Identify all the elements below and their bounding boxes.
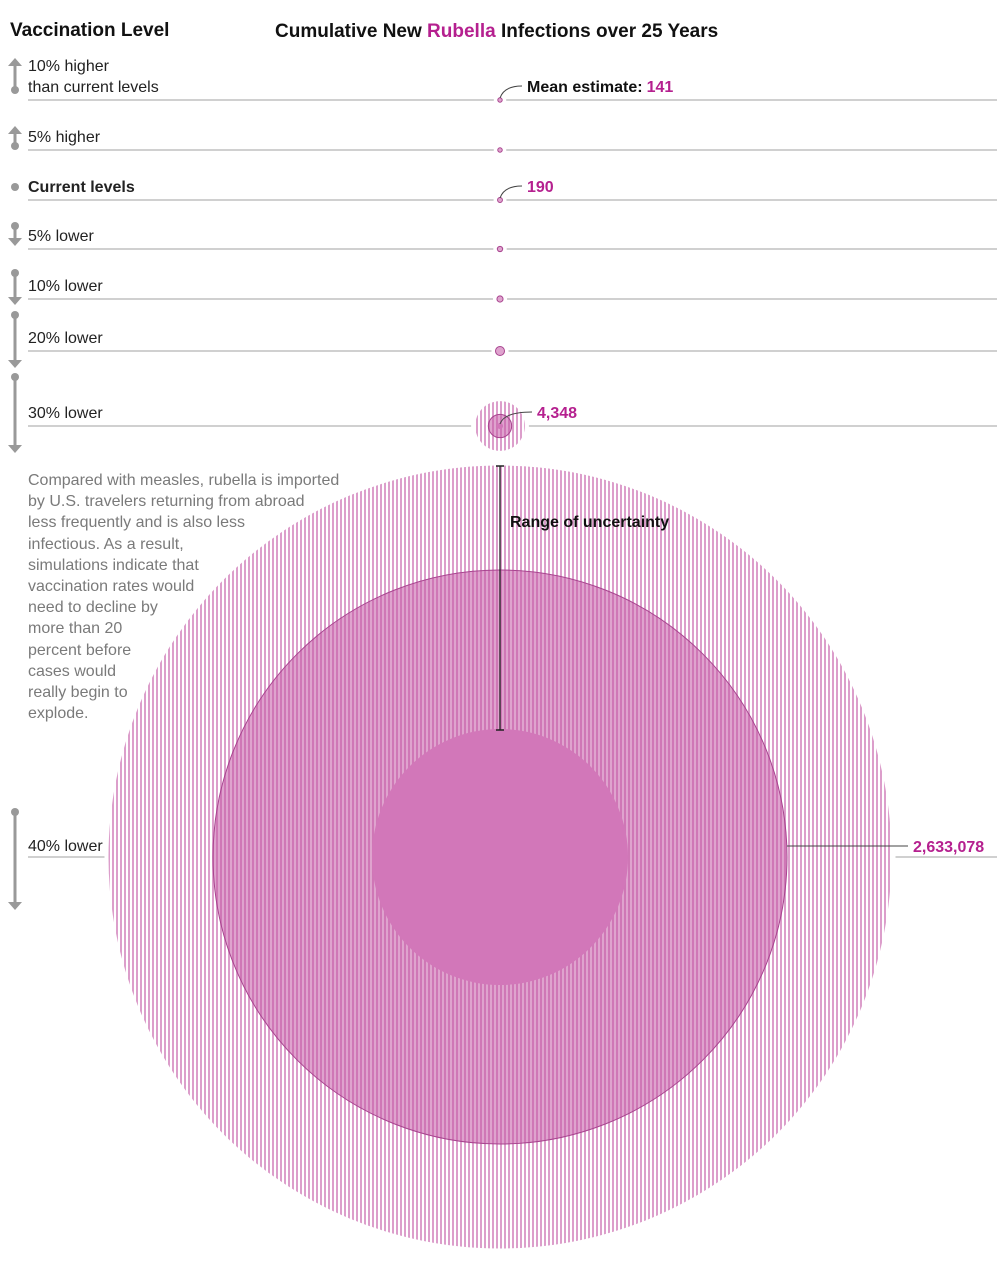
row-5-lower: 5% lower [8, 222, 997, 253]
note-line: need to decline by [28, 599, 158, 617]
range-label: Range of uncertainty [510, 514, 669, 531]
note-line: infectious. As a result, [28, 535, 184, 553]
note-line: simulations indicate that [28, 556, 199, 574]
title-highlight: Rubella [427, 21, 496, 42]
row-current-levels: Current levels 190 [11, 179, 997, 203]
mean-value: 4,348 [537, 405, 577, 422]
arrow-down-icon [8, 269, 22, 305]
note-line: percent before [28, 641, 132, 659]
arrow-down-icon [8, 808, 22, 910]
mean-value-label: Mean estimate: 141 [527, 79, 673, 96]
title-part: Infections over 25 Years [496, 21, 719, 42]
row-label: 5% higher [28, 129, 101, 146]
row-5-higher: 5% higher [8, 126, 997, 153]
mean-estimate-circle [494, 345, 506, 357]
note-line: more than 20 [28, 620, 123, 638]
arrow-down-icon [8, 311, 22, 368]
leader-line [499, 411, 533, 425]
row-label: 20% lower [28, 330, 103, 347]
row-10-higher: 10% higher than current levels Mean estima… [8, 58, 997, 103]
range-of-uncertainty-marker: Range of uncertainty [496, 465, 669, 731]
mean-estimate-circle [497, 97, 503, 103]
row-label: than current levels [28, 79, 159, 96]
row-label: Current levels [28, 179, 135, 196]
arrow-up-icon [8, 58, 22, 94]
arrow-down-icon [8, 222, 22, 246]
range-lower-circle [371, 728, 629, 986]
note-line: cases would [28, 662, 117, 680]
vaccination-level-heading: Vaccination Level [10, 20, 169, 41]
mean-value: 190 [527, 179, 554, 196]
arrow-up-icon [8, 126, 22, 150]
row-label: 10% lower [28, 278, 103, 295]
row-40-lower: 40% lower 2,633,078 [8, 465, 997, 1249]
note-line: explode. [28, 705, 89, 723]
chart-rows: 10% higher than current levels Mean estima… [8, 58, 997, 1249]
mean-value-label: 190 [527, 179, 554, 196]
mean-value-label: 4,348 [537, 405, 577, 422]
note-line: vaccination rates would [28, 578, 195, 596]
explanatory-note: Compared with measles, rubella is import… [28, 470, 340, 724]
note-line: Compared with measles, rubella is import… [28, 472, 340, 489]
mean-estimate-circle [496, 295, 504, 303]
note-line: really begin to [28, 684, 128, 702]
mean-estimate-label: Mean estimate: [527, 79, 643, 96]
range-lower-circle [496, 422, 504, 430]
row-label: 40% lower [28, 838, 103, 855]
row-30-lower: 30% lower 4,348 [8, 373, 997, 453]
row-label: 30% lower [28, 405, 103, 422]
mean-estimate-circle [496, 245, 504, 253]
row-label: 10% higher [28, 58, 110, 75]
row-label: 5% lower [28, 228, 94, 245]
note-line: by U.S. travelers returning from abroad [28, 493, 305, 511]
mean-value-label: 2,633,078 [913, 839, 984, 856]
row-20-lower: 20% lower [8, 311, 997, 368]
mean-estimate-circle [497, 147, 503, 153]
leader-line [499, 185, 523, 199]
row-10-lower: 10% lower [8, 269, 997, 305]
dot-icon [11, 183, 19, 191]
chart-title: Cumulative New Rubella Infections over 2… [275, 21, 718, 42]
note-line: less frequently and is also less [28, 514, 245, 532]
mean-estimate-circle [497, 197, 503, 203]
mean-value: 141 [647, 79, 674, 96]
arrow-down-icon [8, 373, 22, 453]
title-part: Cumulative New [275, 21, 427, 42]
leader-line [499, 85, 523, 99]
